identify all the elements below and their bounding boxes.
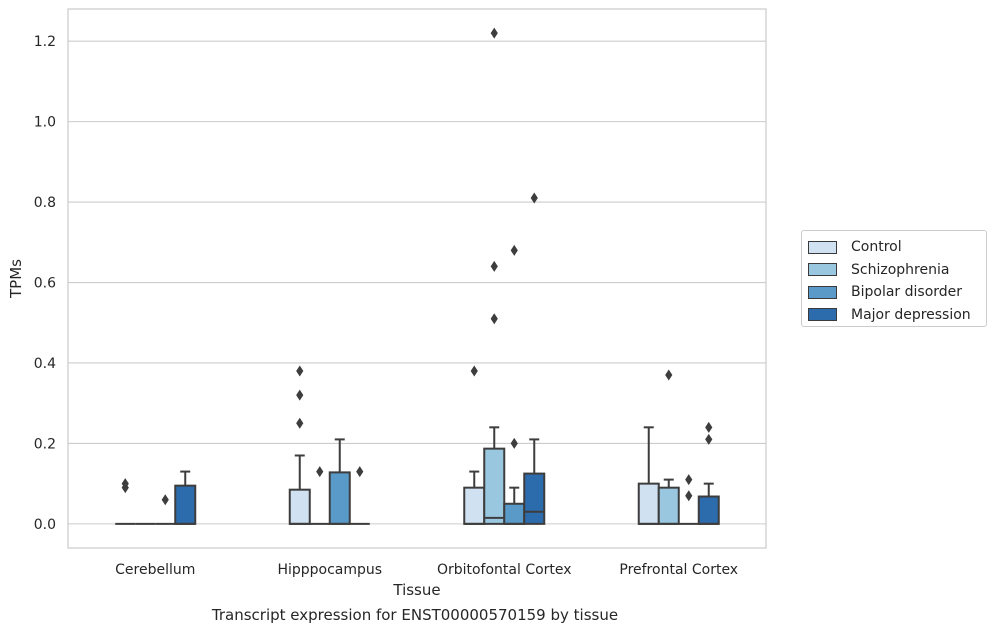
legend-swatch-schizophrenia — [808, 263, 837, 277]
box-schizophrenia-prefrontal-cortex — [657, 369, 680, 525]
flier-point-0 — [356, 466, 364, 478]
flier-point-1 — [685, 474, 693, 486]
y-axis-label: TPMs — [7, 259, 25, 299]
flier-point-0 — [316, 466, 324, 478]
flier-point-0 — [705, 433, 713, 445]
y-tick-label-5: 1.0 — [34, 115, 56, 131]
box-body — [697, 495, 720, 525]
box-bipolar-disorder-hipppocampus — [328, 438, 351, 525]
flier-point-0 — [490, 313, 498, 325]
box-body — [503, 502, 526, 525]
y-tick-label-0: 0.0 — [34, 517, 56, 533]
legend-label-control: Control — [851, 239, 902, 256]
box-major-depression-orbitofontal-cortex — [523, 192, 546, 525]
figure-caption: Transcript expression for ENST0000057015… — [211, 606, 619, 624]
gridlines — [68, 40, 766, 525]
legend-label-schizophrenia: Schizophrenia — [851, 261, 950, 278]
box-body — [523, 472, 546, 525]
flier-point-0 — [296, 417, 304, 429]
legend-item-major-depression: Major depression — [808, 304, 986, 327]
y-tick-label-3: 0.6 — [34, 276, 56, 292]
box-body — [483, 447, 506, 525]
legend-swatch-bipolar-disorder — [808, 285, 837, 299]
legend-swatch-major-depression — [808, 308, 837, 322]
box-body — [637, 482, 660, 525]
x-tick-label-cerebellum: Cerebellum — [115, 562, 195, 578]
legend-item-control: Control — [808, 236, 986, 259]
flier-point-1 — [121, 478, 129, 490]
legend-item-bipolar-disorder: Bipolar disorder — [808, 281, 986, 304]
box-bipolar-disorder-prefrontal-cortex — [678, 474, 699, 525]
box-body — [657, 486, 680, 525]
y-axis-ticks: 0.0 0.2 0.4 0.6 0.8 1.0 1.2 — [34, 34, 56, 533]
y-tick-label-4: 0.8 — [34, 195, 56, 211]
box-bipolar-disorder-orbitofontal-cortex — [503, 244, 526, 525]
x-axis-label: Tissue — [392, 581, 440, 599]
box-control-orbitofontal-cortex — [463, 365, 486, 525]
flier-point-0 — [470, 365, 478, 377]
flier-point-2 — [490, 27, 498, 39]
flier-point-1 — [296, 389, 304, 401]
box-control-cerebellum — [115, 478, 136, 525]
flier-point-1 — [510, 244, 518, 256]
flier-point-1 — [490, 260, 498, 272]
legend-label-bipolar-disorder: Bipolar disorder — [851, 284, 963, 301]
box-control-hipppocampus — [288, 365, 311, 525]
x-tick-label-hipppocampus: Hipppocampus — [277, 562, 382, 578]
flier-point-0 — [685, 490, 693, 502]
flier-point-0 — [530, 192, 538, 204]
flier-point-2 — [296, 365, 304, 377]
box-body — [463, 486, 486, 525]
box-major-depression-prefrontal-cortex — [697, 421, 720, 525]
flier-point-0 — [510, 437, 518, 449]
y-tick-label-2: 0.4 — [34, 356, 56, 372]
x-tick-label-orbitofontal-cortex: Orbitofontal Cortex — [437, 562, 572, 578]
box-body — [174, 484, 197, 525]
flier-point-0 — [161, 494, 169, 506]
x-axis-ticks: Cerebellum Hipppocampus Orbitofontal Corte… — [115, 562, 738, 578]
box-body — [328, 471, 351, 525]
box-major-depression-hipppocampus — [349, 466, 370, 525]
box-bipolar-disorder-cerebellum — [155, 494, 176, 525]
x-tick-label-prefrontal-cortex: Prefrontal Cortex — [619, 562, 738, 578]
flier-point-1 — [705, 421, 713, 433]
legend-label-major-depression: Major depression — [851, 306, 971, 323]
box-series — [115, 27, 720, 525]
box-schizophrenia-hipppocampus — [309, 466, 330, 525]
legend-swatch-control — [808, 240, 837, 254]
flier-point-0 — [665, 369, 673, 381]
box-schizophrenia-orbitofontal-cortex — [483, 27, 506, 525]
box-major-depression-cerebellum — [174, 470, 197, 525]
y-tick-label-6: 1.2 — [34, 34, 56, 50]
legend: Control Schizophrenia Bipolar disorder M… — [801, 230, 987, 327]
legend-item-schizophrenia: Schizophrenia — [808, 259, 986, 282]
y-tick-label-1: 0.2 — [34, 436, 56, 452]
box-control-prefrontal-cortex — [637, 426, 660, 525]
plot-frame — [67, 8, 767, 549]
box-body — [288, 488, 311, 525]
